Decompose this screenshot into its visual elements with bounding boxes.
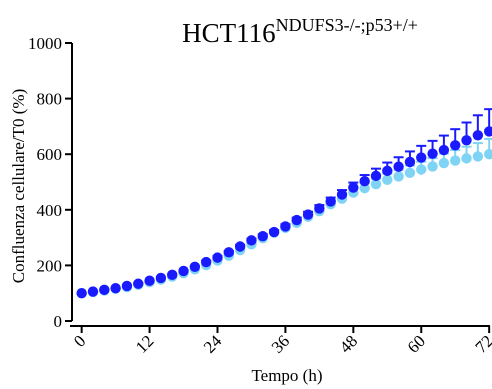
x-axis: 0 12 24 36 48 60 72	[70, 325, 492, 357]
data-point	[472, 151, 484, 162]
data-point	[133, 278, 144, 289]
data-point	[291, 214, 302, 226]
data-point	[223, 247, 235, 258]
y-tick-label: 1000	[28, 34, 62, 53]
data-point	[382, 165, 393, 177]
x-tick-label: 24	[200, 331, 226, 357]
data-point	[314, 203, 325, 214]
data-point	[280, 221, 291, 232]
data-point	[200, 256, 212, 268]
data-point	[438, 157, 450, 169]
data-point	[404, 156, 416, 168]
x-tick-label: 48	[336, 331, 361, 356]
data-point	[336, 189, 348, 200]
x-axis-label: Tempo (h)	[251, 366, 322, 385]
chart-title: HCT116NDUFS3-/-;p53+/+	[182, 15, 418, 48]
data-point	[450, 155, 461, 166]
data-point	[427, 148, 438, 159]
chart-title-main: HCT116	[182, 18, 276, 48]
data-point	[438, 144, 450, 156]
data-point	[234, 241, 246, 252]
x-tick-label: 60	[404, 331, 429, 356]
data-point	[99, 284, 110, 296]
data-point	[461, 135, 472, 146]
data-point	[325, 196, 336, 207]
plot-area	[76, 108, 492, 299]
x-tick-label: 72	[472, 331, 492, 356]
y-axis-label: Confluenza cellulare/T0 (%)	[9, 89, 28, 283]
data-point	[382, 174, 393, 185]
data-point	[370, 179, 382, 190]
data-point	[461, 153, 472, 164]
series-2	[76, 108, 492, 299]
data-point	[483, 126, 492, 137]
chart-title-superscript: NDUFS3-/-;p53+/+	[276, 15, 418, 35]
data-point	[144, 275, 155, 286]
x-tick-label: 0	[70, 331, 89, 350]
y-tick-label: 600	[37, 145, 63, 164]
x-tick-label: 12	[132, 331, 157, 356]
y-tick-label: 800	[37, 90, 63, 109]
data-point	[110, 282, 121, 294]
data-point	[404, 167, 416, 179]
y-axis: 0 200 400 600 800 1000	[28, 34, 73, 331]
data-point	[416, 152, 427, 163]
y-tick-label: 200	[37, 256, 63, 275]
data-point	[212, 252, 223, 263]
data-point	[268, 226, 280, 238]
data-point	[167, 269, 178, 281]
data-point	[189, 261, 201, 272]
data-point	[359, 175, 370, 187]
data-point	[76, 288, 87, 299]
data-point	[246, 235, 257, 246]
data-point	[370, 170, 382, 182]
data-point	[178, 265, 189, 277]
y-tick-label: 400	[37, 201, 63, 220]
data-point	[87, 286, 99, 297]
data-point	[121, 280, 133, 292]
data-point	[155, 272, 167, 284]
data-point	[257, 231, 268, 242]
data-point	[416, 164, 427, 175]
data-point	[472, 130, 484, 141]
data-point	[450, 140, 461, 151]
x-tick-label: 36	[268, 331, 293, 356]
data-point	[393, 171, 404, 182]
series-1	[76, 137, 492, 299]
data-point	[393, 161, 404, 172]
data-point	[427, 161, 438, 172]
data-point	[302, 209, 314, 220]
data-point	[348, 182, 359, 193]
data-point	[483, 149, 492, 160]
y-tick-label: 0	[54, 312, 63, 331]
